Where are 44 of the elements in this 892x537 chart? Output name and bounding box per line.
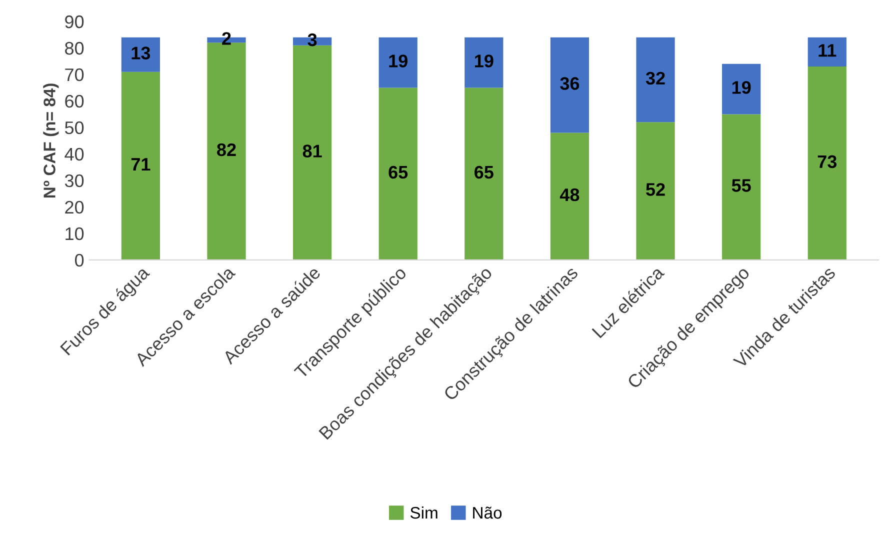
bar — [722, 114, 761, 260]
data-label: 19 — [389, 54, 408, 68]
data-label: 19 — [732, 81, 751, 94]
data-label: 19 — [475, 54, 494, 68]
data-label: 65 — [474, 166, 494, 179]
bar — [550, 37, 590, 133]
bar — [636, 37, 675, 122]
bar — [550, 132, 590, 260]
bar — [808, 66, 846, 260]
bar — [636, 122, 675, 260]
bar — [378, 37, 418, 88]
bar — [464, 88, 504, 260]
y-tick-label: 30 — [64, 174, 84, 188]
y-tick-label: 60 — [65, 94, 84, 108]
data-label: 52 — [646, 183, 665, 196]
y-tick-label: 10 — [66, 227, 84, 240]
legend-label: Sim — [410, 506, 438, 519]
y-tick-label: 20 — [65, 200, 84, 214]
data-label: 55 — [732, 179, 751, 192]
data-label: 65 — [388, 166, 408, 179]
y-tick-label: 40 — [64, 148, 84, 161]
data-label: 13 — [132, 46, 150, 60]
bar — [292, 45, 332, 260]
bar — [121, 37, 160, 72]
data-label: 73 — [818, 155, 837, 168]
y-tick-label: 0 — [75, 254, 84, 267]
y-tick-label: 70 — [65, 68, 84, 82]
y-axis-title: Nº CAF (n= 84) — [43, 84, 59, 198]
data-label: 71 — [131, 158, 150, 171]
data-label: 32 — [646, 72, 665, 85]
data-label: 81 — [302, 144, 322, 158]
data-label: 36 — [560, 77, 580, 90]
bar — [464, 37, 504, 88]
bar — [378, 88, 418, 260]
bar — [722, 64, 761, 114]
y-tick-label: 90 — [65, 15, 84, 28]
y-tick-label: 50 — [64, 121, 84, 134]
bar — [121, 72, 160, 260]
y-tick-label: 80 — [65, 42, 84, 55]
bar — [808, 37, 846, 67]
data-label: 11 — [818, 44, 836, 57]
legend-label: Não — [473, 506, 502, 519]
data-label: 82 — [217, 143, 236, 156]
data-label: 48 — [560, 188, 580, 202]
